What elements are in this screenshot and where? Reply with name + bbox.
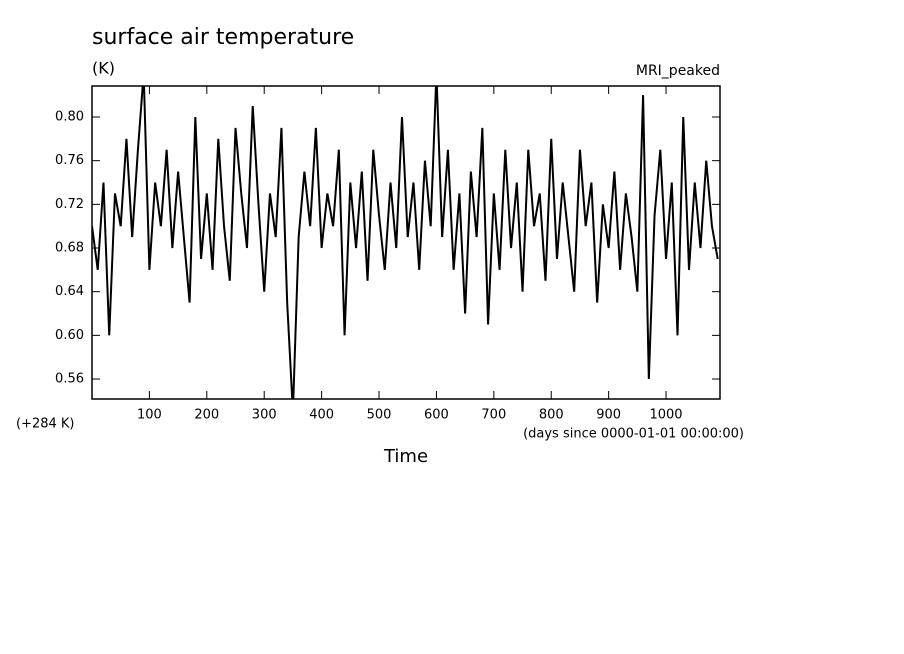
y-offset-label: (+284 K) bbox=[16, 417, 75, 432]
y-tick-label: 0.68 bbox=[55, 241, 84, 256]
dataset-label: MRI_peaked bbox=[636, 63, 720, 79]
x-tick-label: 200 bbox=[194, 408, 219, 423]
x-tick-label: 300 bbox=[252, 408, 277, 423]
x-unit: (days since 0000-01-01 00:00:00) bbox=[523, 427, 744, 442]
x-axis-label: Time bbox=[383, 446, 428, 467]
y-tick-label: 0.60 bbox=[55, 328, 84, 343]
chart-title: surface air temperature bbox=[92, 25, 354, 50]
data-line bbox=[92, 86, 719, 399]
x-tick-label: 1000 bbox=[649, 408, 682, 423]
x-tick-label: 800 bbox=[539, 408, 564, 423]
x-tick-label: 100 bbox=[137, 408, 162, 423]
x-tick-label: 600 bbox=[424, 408, 449, 423]
x-tick-label: 500 bbox=[367, 408, 392, 423]
y-tick-label: 0.64 bbox=[55, 284, 84, 299]
y-unit: (K) bbox=[92, 59, 115, 78]
y-tick-label: 0.76 bbox=[55, 153, 84, 168]
y-tick-label: 0.56 bbox=[55, 372, 84, 387]
x-tick-label: 900 bbox=[596, 408, 621, 423]
plot-frame bbox=[91, 85, 721, 400]
y-tick-label: 0.80 bbox=[55, 110, 84, 125]
x-tick-label: 400 bbox=[309, 408, 334, 423]
y-tick-label: 0.72 bbox=[55, 197, 84, 212]
x-tick-label: 700 bbox=[481, 408, 506, 423]
